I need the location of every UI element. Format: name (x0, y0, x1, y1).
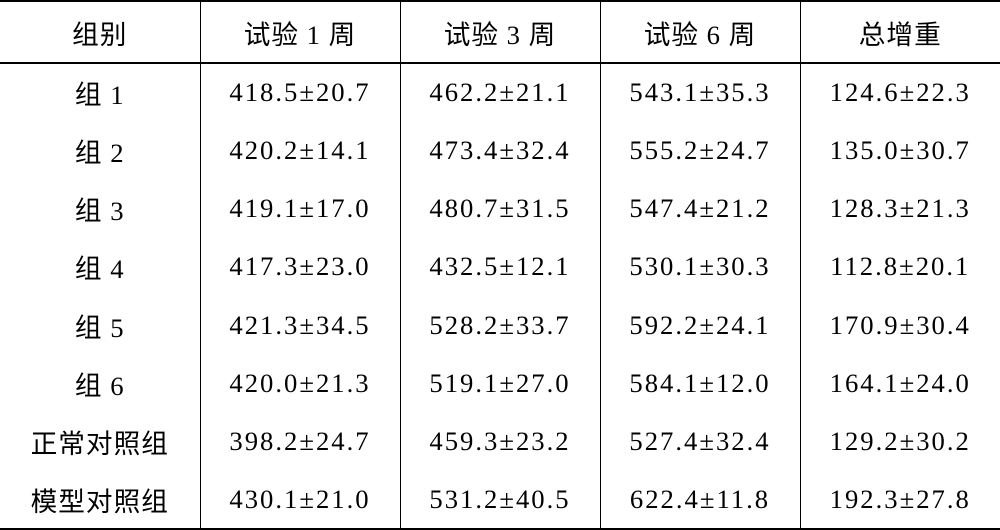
table-container: { "table": { "type": "table", "font_fami… (0, 0, 1000, 530)
row-label: 组 2 (0, 121, 200, 179)
table-row: 组 6 420.0±21.3 519.1±27.0 584.1±12.0 164… (0, 354, 1000, 412)
row-label: 组 3 (0, 180, 200, 238)
cell: 164.1±24.0 (800, 354, 1000, 412)
cell: 473.4±32.4 (400, 121, 600, 179)
cell: 584.1±12.0 (600, 354, 800, 412)
cell: 462.2±21.1 (400, 63, 600, 121)
table-row: 组 3 419.1±17.0 480.7±31.5 547.4±21.2 128… (0, 180, 1000, 238)
table-row: 组 4 417.3±23.0 432.5±12.1 530.1±30.3 112… (0, 238, 1000, 296)
cell: 547.4±21.2 (600, 180, 800, 238)
cell: 622.4±11.8 (600, 471, 800, 529)
table-row: 组 5 421.3±34.5 528.2±33.7 592.2±24.1 170… (0, 296, 1000, 354)
cell: 420.2±14.1 (200, 121, 400, 179)
cell: 420.0±21.3 (200, 354, 400, 412)
cell: 417.3±23.0 (200, 238, 400, 296)
table-row: 模型对照组 430.1±21.0 531.2±40.5 622.4±11.8 1… (0, 471, 1000, 529)
header-row: 组别 试验 1 周 试验 3 周 试验 6 周 总增重 (0, 1, 1000, 63)
cell: 419.1±17.0 (200, 180, 400, 238)
cell: 398.2±24.7 (200, 413, 400, 471)
cell: 170.9±30.4 (800, 296, 1000, 354)
cell: 129.2±30.2 (800, 413, 1000, 471)
cell: 530.1±30.3 (600, 238, 800, 296)
table-row: 组 2 420.2±14.1 473.4±32.4 555.2±24.7 135… (0, 121, 1000, 179)
data-table: 组别 试验 1 周 试验 3 周 试验 6 周 总增重 组 1 418.5±20… (0, 0, 1000, 530)
row-label: 组 5 (0, 296, 200, 354)
table-row: 正常对照组 398.2±24.7 459.3±23.2 527.4±32.4 1… (0, 413, 1000, 471)
cell: 459.3±23.2 (400, 413, 600, 471)
row-label: 正常对照组 (0, 413, 200, 471)
col-header: 组别 (0, 1, 200, 63)
cell: 480.7±31.5 (400, 180, 600, 238)
cell: 418.5±20.7 (200, 63, 400, 121)
cell: 128.3±21.3 (800, 180, 1000, 238)
cell: 528.2±33.7 (400, 296, 600, 354)
row-label: 组 6 (0, 354, 200, 412)
cell: 432.5±12.1 (400, 238, 600, 296)
cell: 527.4±32.4 (600, 413, 800, 471)
cell: 592.2±24.1 (600, 296, 800, 354)
cell: 543.1±35.3 (600, 63, 800, 121)
col-header: 试验 6 周 (600, 1, 800, 63)
col-header: 总增重 (800, 1, 1000, 63)
col-header: 试验 3 周 (400, 1, 600, 63)
row-label: 组 4 (0, 238, 200, 296)
table-body: 组 1 418.5±20.7 462.2±21.1 543.1±35.3 124… (0, 63, 1000, 529)
row-label: 组 1 (0, 63, 200, 121)
cell: 531.2±40.5 (400, 471, 600, 529)
cell: 192.3±27.8 (800, 471, 1000, 529)
cell: 555.2±24.7 (600, 121, 800, 179)
col-header: 试验 1 周 (200, 1, 400, 63)
cell: 135.0±30.7 (800, 121, 1000, 179)
cell: 519.1±27.0 (400, 354, 600, 412)
row-label: 模型对照组 (0, 471, 200, 529)
cell: 421.3±34.5 (200, 296, 400, 354)
cell: 124.6±22.3 (800, 63, 1000, 121)
cell: 430.1±21.0 (200, 471, 400, 529)
table-row: 组 1 418.5±20.7 462.2±21.1 543.1±35.3 124… (0, 63, 1000, 121)
cell: 112.8±20.1 (800, 238, 1000, 296)
